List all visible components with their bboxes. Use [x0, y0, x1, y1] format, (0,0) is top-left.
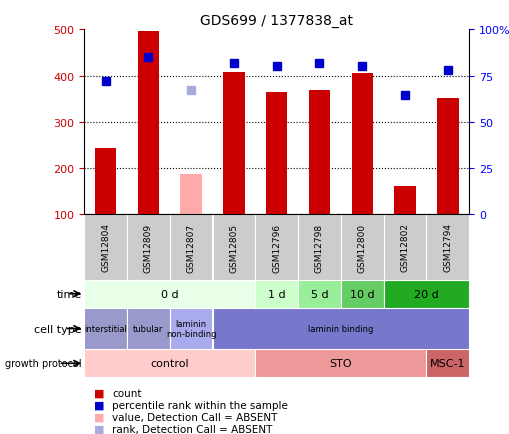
Bar — [340, 280, 383, 308]
Bar — [393, 187, 415, 215]
Text: 20 d: 20 d — [413, 289, 438, 299]
Text: rank, Detection Call = ABSENT: rank, Detection Call = ABSENT — [112, 424, 272, 434]
Bar — [383, 215, 426, 280]
Bar — [255, 215, 297, 280]
Text: tubular: tubular — [133, 324, 163, 333]
Text: GSM12800: GSM12800 — [357, 223, 366, 272]
Bar — [297, 215, 340, 280]
Bar — [351, 74, 372, 215]
Bar — [137, 32, 159, 215]
Text: GSM12807: GSM12807 — [186, 223, 195, 272]
Text: count: count — [112, 388, 142, 398]
Text: STO: STO — [329, 358, 352, 368]
Text: ■: ■ — [94, 400, 105, 410]
Bar — [127, 308, 169, 349]
Text: GSM12802: GSM12802 — [400, 223, 409, 272]
Bar — [383, 30, 426, 215]
Text: GSM12798: GSM12798 — [315, 223, 323, 272]
Text: GSM12805: GSM12805 — [229, 223, 238, 272]
Bar — [426, 349, 468, 378]
Text: growth protocol: growth protocol — [6, 358, 82, 368]
Text: ■: ■ — [94, 412, 105, 421]
Text: value, Detection Call = ABSENT: value, Detection Call = ABSENT — [112, 412, 277, 421]
Bar — [308, 91, 329, 215]
Bar — [266, 92, 287, 215]
Bar — [255, 349, 426, 378]
Text: ■: ■ — [94, 388, 105, 398]
Bar — [340, 30, 383, 215]
Text: 10 d: 10 d — [349, 289, 374, 299]
Bar — [340, 215, 383, 280]
Bar — [84, 308, 127, 349]
Text: 0 d: 0 d — [160, 289, 178, 299]
Bar — [84, 215, 127, 280]
Text: time: time — [56, 289, 82, 299]
Bar — [426, 215, 468, 280]
Bar — [223, 73, 244, 215]
Text: MSC-1: MSC-1 — [429, 358, 465, 368]
Text: laminin
non-binding: laminin non-binding — [165, 319, 216, 339]
Bar — [180, 174, 202, 215]
Bar — [255, 280, 297, 308]
Bar — [127, 215, 169, 280]
Text: 5 d: 5 d — [310, 289, 328, 299]
Bar — [95, 149, 116, 215]
Bar — [169, 308, 212, 349]
Bar — [84, 280, 255, 308]
Title: GDS699 / 1377838_at: GDS699 / 1377838_at — [200, 14, 353, 28]
Bar — [212, 215, 255, 280]
Text: control: control — [150, 358, 189, 368]
Text: cell type: cell type — [34, 324, 82, 334]
Text: percentile rank within the sample: percentile rank within the sample — [112, 400, 288, 410]
Text: laminin binding: laminin binding — [307, 324, 373, 333]
Bar — [84, 349, 255, 378]
Text: ■: ■ — [94, 424, 105, 434]
Text: GSM12809: GSM12809 — [144, 223, 153, 272]
Bar — [212, 30, 255, 215]
Bar — [436, 99, 458, 215]
Bar — [297, 30, 340, 215]
Bar — [383, 280, 468, 308]
Text: GSM12796: GSM12796 — [272, 223, 280, 272]
Text: GSM12804: GSM12804 — [101, 223, 110, 272]
Bar — [127, 30, 169, 215]
Bar — [297, 280, 340, 308]
Text: interstitial: interstitial — [84, 324, 127, 333]
Text: GSM12794: GSM12794 — [442, 223, 451, 272]
Text: 1 d: 1 d — [267, 289, 285, 299]
Bar — [212, 308, 468, 349]
Bar — [84, 30, 127, 215]
Bar — [169, 215, 212, 280]
Bar — [426, 30, 468, 215]
Bar — [255, 30, 297, 215]
Bar — [169, 30, 212, 215]
